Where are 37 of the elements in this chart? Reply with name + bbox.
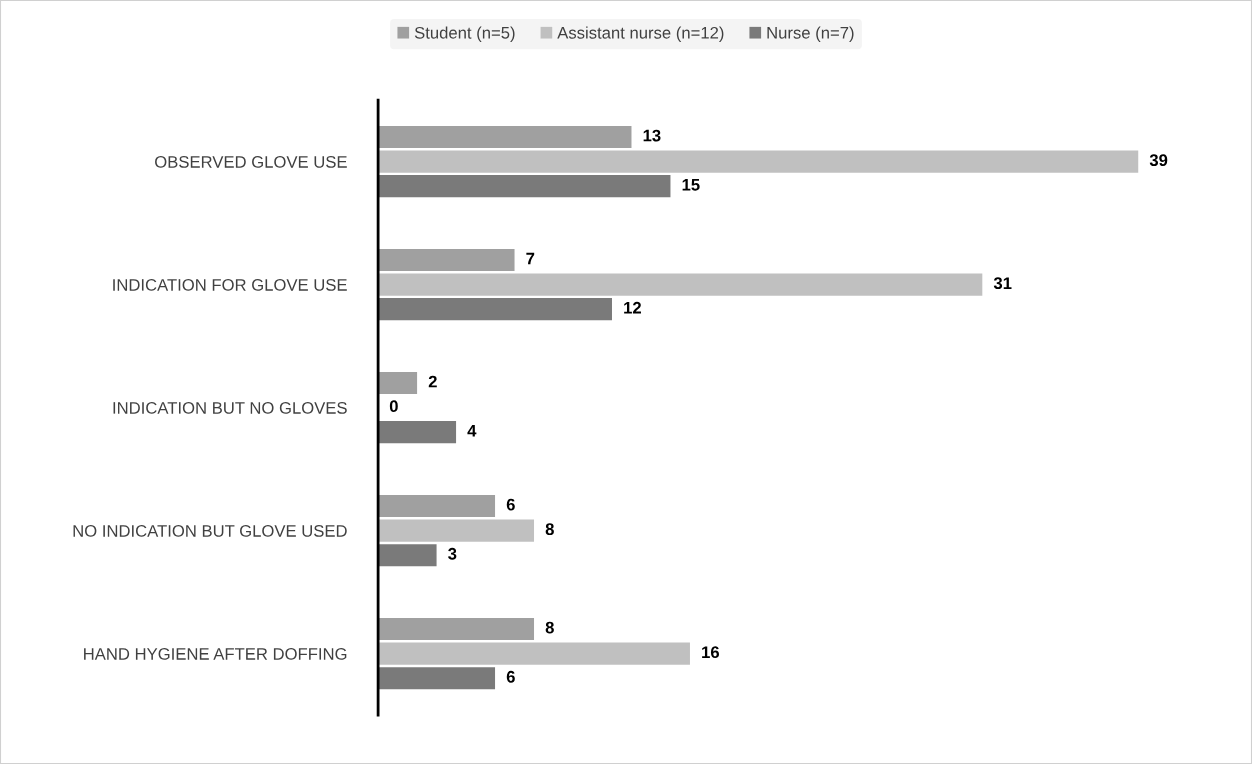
- bar: [378, 175, 671, 198]
- y-tick-label: INDICATION FOR GLOVE USE: [113, 278, 347, 291]
- data-label: 3: [448, 547, 457, 560]
- data-label: 8: [545, 523, 554, 536]
- data-label: 39: [1149, 154, 1168, 167]
- bar: [378, 544, 437, 567]
- data-label: 16: [702, 646, 719, 659]
- bar: [378, 519, 535, 542]
- bar: [378, 150, 1139, 173]
- bar: [378, 125, 632, 149]
- bar: [378, 617, 535, 641]
- y-tick-label: NO INDICATION BUT GLOVE USED: [73, 525, 347, 537]
- y-tick-label: OBSERVED GLOVE USE: [155, 155, 347, 168]
- data-label: 12: [624, 301, 641, 314]
- bar: [378, 371, 418, 395]
- legend-label: Student (n=5): [414, 26, 515, 42]
- data-label: 8: [545, 621, 554, 634]
- bar: [378, 642, 690, 665]
- bar: [378, 298, 612, 321]
- data-label: 31: [993, 277, 1012, 290]
- bar: [378, 667, 496, 690]
- bar: [378, 273, 983, 296]
- bar: [378, 421, 457, 444]
- bar: [378, 494, 496, 518]
- legend-label: Nurse (n=7): [767, 26, 854, 42]
- y-tick-label: INDICATION BUT NO GLOVES: [113, 402, 347, 414]
- bar: [378, 248, 515, 272]
- y-tick-label: HAND HYGIENE AFTER DOFFING: [84, 648, 347, 660]
- data-label: 13: [643, 129, 661, 142]
- data-label: 4: [467, 425, 477, 437]
- data-label: 6: [506, 670, 515, 683]
- data-label: 2: [428, 375, 437, 388]
- data-label: 15: [682, 179, 700, 191]
- data-label: 6: [506, 498, 515, 511]
- legend-label: Assistant nurse (n=12): [557, 26, 724, 42]
- data-label: 7: [526, 252, 535, 265]
- data-label: 0: [389, 400, 398, 413]
